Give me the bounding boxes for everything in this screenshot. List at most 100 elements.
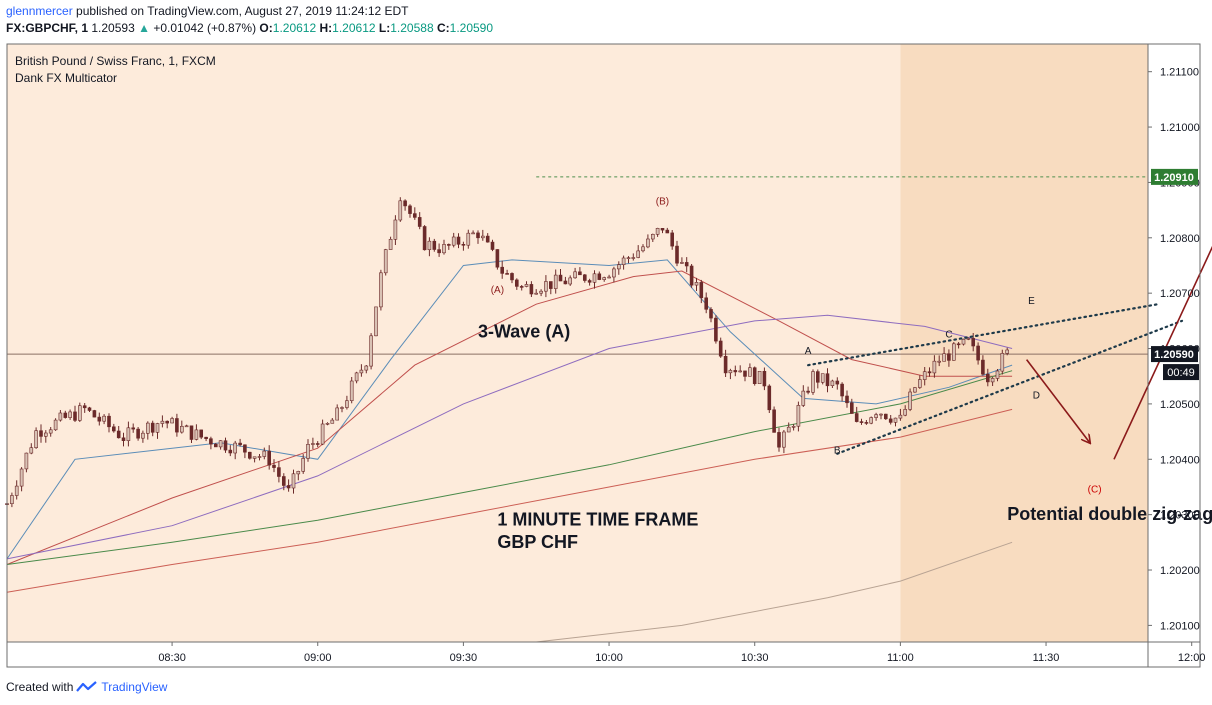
wave-label: D — [1033, 390, 1040, 401]
axes: 1.211001.210001.209001.208001.207001.206… — [6, 43, 1206, 668]
tradingview-brand-link[interactable]: TradingView — [101, 680, 168, 694]
candle-body — [995, 370, 1000, 379]
candle-body — [505, 273, 509, 275]
moving-average-5 — [6, 408, 1013, 593]
candle-body — [262, 450, 267, 457]
candle-body — [252, 456, 257, 459]
x-tick-label: 09:00 — [304, 652, 332, 664]
candle-body — [214, 443, 218, 448]
y-tick-label: 1.20700 — [1160, 288, 1200, 300]
candle-body — [422, 226, 427, 251]
candle-body — [388, 239, 393, 250]
candle-body — [442, 244, 446, 254]
candle-body — [412, 213, 417, 218]
candle-body — [325, 422, 330, 425]
candle-body — [170, 418, 174, 424]
candle-body — [684, 262, 689, 267]
candle-body — [592, 273, 597, 283]
chart-frame — [6, 43, 1201, 668]
candle-body — [563, 280, 568, 285]
candle-body — [917, 379, 922, 388]
candle-body — [733, 370, 738, 373]
legend-indicator: Dank FX Multicator — [15, 71, 117, 85]
candles — [5, 197, 1010, 508]
candle-body — [369, 335, 373, 367]
candle-body — [291, 473, 296, 489]
candle-body — [646, 238, 650, 248]
candle-body — [767, 385, 772, 411]
chart-annotation: 1 MINUTE TIME FRAME — [497, 510, 698, 530]
symbol-label[interactable]: FX:GBPCHF, 1 — [6, 21, 89, 35]
author-link[interactable]: glennmercer — [6, 4, 73, 18]
candle-body — [815, 371, 820, 383]
x-tick-label: 10:30 — [741, 652, 769, 664]
candle-body — [257, 456, 262, 458]
candle-body — [820, 373, 825, 383]
y-tick-label: 1.21100 — [1160, 67, 1199, 79]
candle-body — [825, 373, 830, 387]
candle-body — [34, 430, 38, 449]
candle-body — [942, 353, 946, 362]
y-tick-label: 1.20500 — [1160, 399, 1200, 411]
candle-body — [233, 442, 237, 454]
candle-body — [116, 430, 121, 439]
candle-body — [534, 292, 539, 295]
candle-body — [981, 359, 985, 375]
candle-body — [694, 282, 699, 286]
countdown-label: 00:49 — [1167, 367, 1195, 379]
candle-body — [248, 451, 252, 459]
candle-body — [10, 495, 14, 504]
candle-body — [650, 234, 655, 240]
triangle-trendline-2 — [836, 319, 1184, 455]
low-value: 1.20588 — [390, 21, 434, 35]
candle-body — [752, 367, 757, 385]
up-triangle-icon: ▲ — [138, 21, 150, 35]
candle-body — [937, 360, 942, 363]
candle-body — [626, 257, 631, 260]
current-price-badge — [1151, 346, 1198, 363]
candle-body — [947, 353, 951, 361]
symbol-bar: FX:GBPCHF, 1 1.20593 ▲ +0.01042 (+0.87%)… — [6, 21, 493, 35]
x-tick-label: 08:30 — [158, 652, 186, 664]
candle-body — [908, 391, 912, 410]
publish-text: published on TradingView.com, August 27,… — [76, 4, 409, 18]
candle-body — [932, 360, 937, 374]
candle-body — [869, 417, 874, 424]
candle-body — [519, 286, 524, 288]
candle-body — [78, 405, 82, 421]
candle-body — [204, 436, 208, 440]
legend-title: British Pound / Swiss Franc, 1, FXCM — [15, 54, 216, 68]
candle-body — [854, 413, 859, 422]
candle-body — [786, 426, 791, 433]
candle-body — [403, 200, 407, 207]
candle-body — [379, 272, 383, 308]
candle-body — [243, 444, 247, 453]
candle-body — [514, 279, 519, 287]
candle-body — [510, 273, 514, 281]
y-tick-label: 1.20100 — [1160, 620, 1200, 632]
candle-body — [446, 244, 451, 246]
current-price-label: 1.20590 — [1154, 349, 1194, 361]
candle-body — [277, 467, 281, 477]
candle-body — [830, 380, 835, 386]
triangle-trendline-1 — [807, 303, 1159, 367]
candle-body — [621, 257, 626, 265]
candle-body — [1000, 353, 1005, 372]
candle-body — [709, 309, 713, 319]
candle-body — [748, 367, 752, 377]
candle-body — [602, 277, 607, 280]
candle-body — [990, 378, 995, 383]
candle-body — [155, 423, 160, 433]
candle-body — [587, 280, 592, 283]
candle-body — [349, 380, 354, 402]
candle-body — [374, 306, 378, 337]
candle-body — [121, 437, 126, 441]
candle-body — [126, 427, 131, 441]
candle-body — [311, 443, 315, 445]
x-tick-label: 12:00 — [1178, 652, 1206, 664]
candle-body — [782, 431, 786, 448]
candle-body — [573, 271, 577, 279]
candle-body — [359, 369, 364, 374]
